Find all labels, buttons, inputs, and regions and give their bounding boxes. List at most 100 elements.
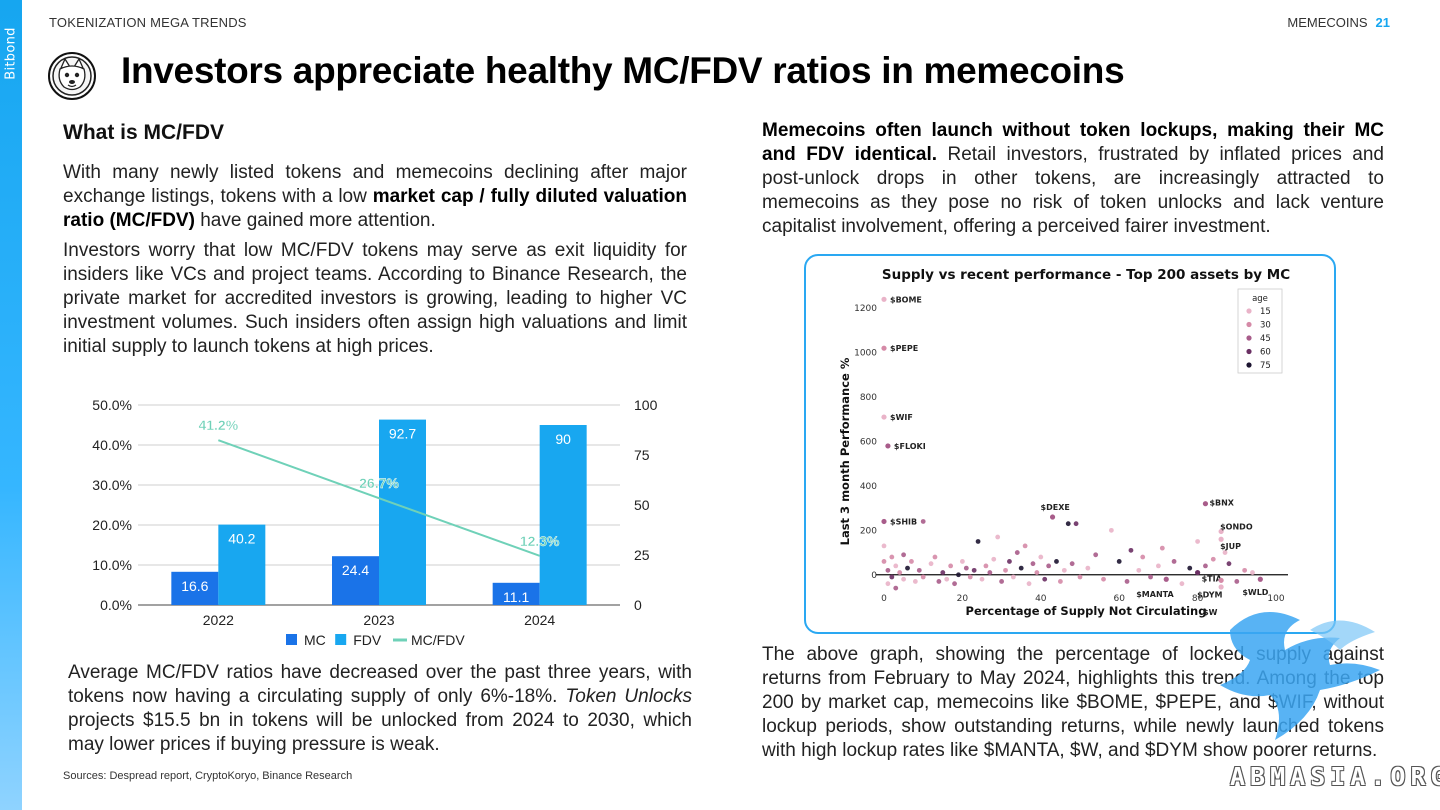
scatter-point (893, 563, 899, 569)
scatter-point (1101, 576, 1106, 582)
scatter-point (1030, 561, 1036, 567)
scatter-point (881, 559, 887, 564)
point-label: $ONDO (1220, 522, 1253, 531)
left-axis-tick: 30.0% (92, 477, 132, 493)
scatter-point (1069, 561, 1075, 567)
scatter-point (936, 579, 942, 584)
labeled-point (1163, 576, 1169, 582)
scatter-point (1226, 561, 1232, 567)
y-axis-title: Last 3 month Performance % (838, 357, 852, 545)
y-axis-tick: 200 (860, 526, 877, 536)
scatter-point (1010, 574, 1016, 580)
scatter-point (920, 519, 926, 524)
point-label: $BNX (1209, 499, 1234, 508)
scatter-point (932, 554, 938, 560)
shiba-logo-icon (48, 52, 96, 100)
brand-sidebar: Bitbond (0, 0, 22, 810)
memecoin-key-point: Memecoins often launch without token loc… (762, 120, 1384, 165)
legend-marker (1246, 335, 1252, 341)
scatter-point (956, 572, 961, 578)
scatter-point (1210, 556, 1216, 562)
scatter-point (1077, 574, 1083, 580)
scatter-point (1022, 543, 1028, 549)
point-label: $TIA (1202, 575, 1223, 584)
scatter-point (1034, 570, 1040, 575)
intro-paragraph: With many newly listed tokens and memeco… (63, 162, 687, 231)
legend-entry: 75 (1260, 361, 1271, 371)
y-axis-tick: 600 (860, 438, 877, 448)
scatter-point (1136, 567, 1142, 573)
page-title: Investors appreciate healthy MC/FDV rati… (121, 50, 1125, 91)
scatter-point (885, 567, 891, 573)
mc-bar (171, 571, 219, 605)
legend-entry: 60 (1260, 348, 1271, 358)
scatter-point (971, 567, 977, 573)
scatter-point (909, 559, 914, 564)
topic-name: MEMECOINS (1287, 15, 1368, 30)
scatter-point (948, 563, 954, 569)
x-axis-tick: 0 (881, 594, 887, 604)
scatter-point (1124, 579, 1130, 584)
legend-entry: 30 (1260, 321, 1271, 331)
fdv-bar (218, 524, 266, 605)
left-axis-tick: 10.0% (92, 557, 132, 573)
mc-bar (332, 556, 379, 605)
ratio-data-label: 12.3% (520, 533, 560, 549)
scatter-point (987, 570, 993, 575)
y-axis-tick: 800 (860, 393, 877, 403)
legend-entry: 15 (1260, 307, 1271, 317)
y-axis-tick: 0 (871, 571, 877, 581)
legend-swatch (335, 634, 347, 645)
scatter-point (1038, 554, 1044, 560)
x-axis-tick: 100 (1267, 594, 1284, 604)
memecoin-lockup-paragraph: Memecoins often launch without token loc… (762, 120, 1384, 237)
scatter-point (893, 585, 899, 591)
scatter-point (901, 552, 906, 558)
legend-frame (1237, 288, 1283, 374)
labeled-point (881, 414, 887, 420)
labeled-point (1195, 569, 1201, 576)
supply-vs-performance-scatter: Supply vs recent performance - Top 200 a… (838, 267, 1290, 618)
scatter-point (1065, 521, 1071, 527)
scatter-point (1148, 574, 1153, 580)
labeled-point (1218, 536, 1224, 542)
section-label: TOKENIZATION MEGA TRENDS (49, 15, 247, 30)
scatter-title: Supply vs recent performance - Top 200 a… (882, 267, 1290, 283)
x-axis-tick: 40 (1035, 594, 1047, 604)
scatter-point (1003, 567, 1008, 573)
labeled-point (1218, 577, 1224, 583)
point-label: $W (1203, 608, 1218, 617)
scatter-point (912, 579, 918, 584)
point-label: $MANTA (1136, 590, 1174, 599)
left-axis-tick: 50.0% (92, 397, 132, 413)
labeled-point (881, 296, 887, 302)
scatter-point (975, 539, 981, 544)
left-axis-tick: 20.0% (92, 517, 132, 533)
legend-entry: 45 (1260, 334, 1271, 344)
legend-swatch (286, 634, 297, 645)
scatter-point (920, 574, 926, 580)
legend-marker (1246, 308, 1252, 314)
scatter-point (885, 581, 891, 587)
scatter-point (889, 574, 895, 580)
scatter-point (1026, 581, 1032, 587)
scatter-point (1058, 579, 1063, 584)
labeled-point (1049, 514, 1056, 520)
right-axis-tick: 100 (634, 397, 658, 413)
scatter-point (1234, 579, 1240, 584)
mc-fdv-definition: market cap / fully diluted valuation rat… (63, 186, 687, 231)
right-axis-tick: 25 (634, 547, 650, 563)
x-axis-title: Percentage of Supply Not Circulating (966, 604, 1207, 618)
scatter-point (889, 554, 895, 560)
scatter-point (1179, 581, 1185, 587)
page-number: 21 (1375, 15, 1390, 30)
scatter-point (1203, 563, 1208, 569)
labeled-point (1218, 584, 1224, 590)
mc-bar-label: 16.6 (181, 578, 208, 594)
scatter-point (1014, 550, 1020, 555)
labeled-point (1257, 576, 1263, 582)
scatter-point (897, 570, 903, 575)
point-label: $PEPE (890, 344, 918, 353)
point-label: $SHIB (890, 517, 917, 526)
legend-marker (1246, 348, 1252, 355)
